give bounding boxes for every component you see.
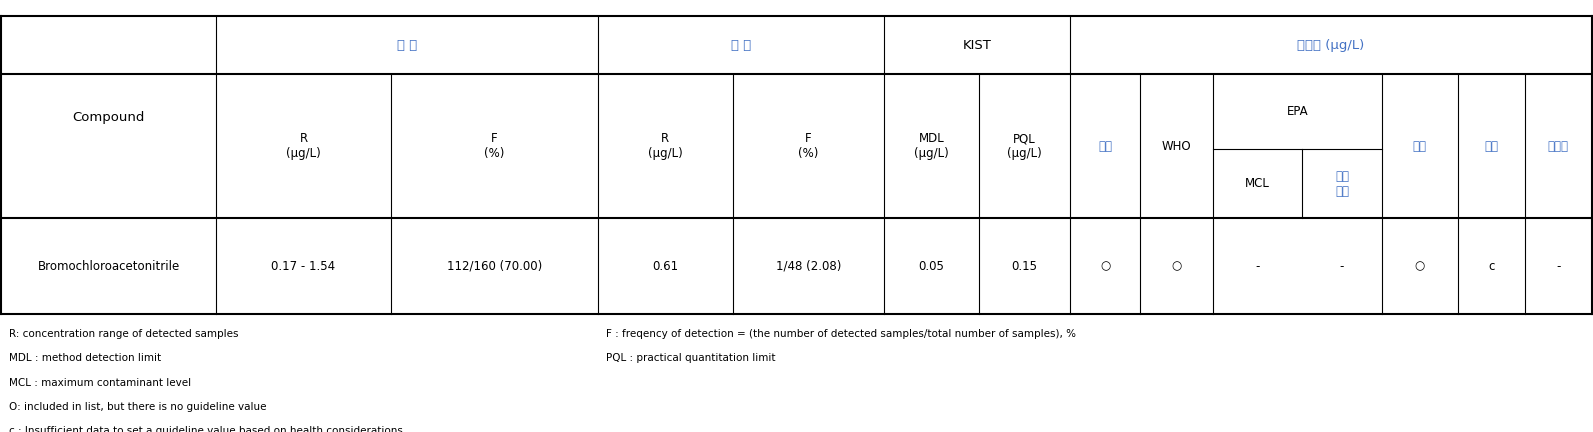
Text: MDL : method detection limit: MDL : method detection limit xyxy=(10,353,161,363)
Text: c: c xyxy=(1488,260,1494,273)
Text: -: - xyxy=(1255,260,1260,273)
Text: 112/160 (70.00): 112/160 (70.00) xyxy=(446,260,542,273)
Text: Compound: Compound xyxy=(73,111,145,124)
Text: 캐나다: 캐나다 xyxy=(1548,140,1569,153)
Text: F
(%): F (%) xyxy=(484,133,505,160)
Text: 원 수: 원 수 xyxy=(731,39,750,52)
Text: PQL
(μg/L): PQL (μg/L) xyxy=(1007,133,1042,160)
Text: 0.17 - 1.54: 0.17 - 1.54 xyxy=(271,260,336,273)
Text: 발암
그룹: 발암 그룹 xyxy=(1335,170,1349,198)
Text: 1/48 (2.08): 1/48 (2.08) xyxy=(776,260,841,273)
Text: -: - xyxy=(1556,260,1561,273)
Text: ○: ○ xyxy=(1415,260,1426,273)
Text: 0.15: 0.15 xyxy=(1012,260,1037,273)
Text: WHO: WHO xyxy=(1161,140,1192,153)
Text: ○: ○ xyxy=(1171,260,1182,273)
Text: EPA: EPA xyxy=(1287,105,1308,118)
Text: F : freqency of detection = (the number of detected samples/total number of samp: F : freqency of detection = (the number … xyxy=(605,329,1075,339)
Text: c : Insufficient data to set a guideline value based on health considerations.: c : Insufficient data to set a guideline… xyxy=(10,426,406,432)
Text: 0.05: 0.05 xyxy=(919,260,945,273)
Text: 일본: 일본 xyxy=(1413,140,1427,153)
Text: 기준값 (μg/L): 기준값 (μg/L) xyxy=(1297,39,1365,52)
Text: O: included in list, but there is no guideline value: O: included in list, but there is no gui… xyxy=(10,402,268,412)
Text: R: concentration range of detected samples: R: concentration range of detected sampl… xyxy=(10,329,239,339)
Text: MDL
(μg/L): MDL (μg/L) xyxy=(914,133,949,160)
Text: R
(μg/L): R (μg/L) xyxy=(287,133,320,160)
Text: MCL: MCL xyxy=(1246,178,1270,191)
Text: PQL : practical quantitation limit: PQL : practical quantitation limit xyxy=(605,353,776,363)
Text: MCL : maximum contaminant level: MCL : maximum contaminant level xyxy=(10,378,191,388)
Text: Bromochloroacetonitrile: Bromochloroacetonitrile xyxy=(38,260,180,273)
Text: R
(μg/L): R (μg/L) xyxy=(648,133,683,160)
Text: F
(%): F (%) xyxy=(798,133,819,160)
Text: KIST: KIST xyxy=(962,39,991,52)
Text: 호주: 호주 xyxy=(1485,140,1499,153)
Text: ○: ○ xyxy=(1099,260,1110,273)
Text: 정 수: 정 수 xyxy=(397,39,417,52)
Text: 한국: 한국 xyxy=(1098,140,1112,153)
Text: 0.61: 0.61 xyxy=(652,260,679,273)
Text: -: - xyxy=(1340,260,1344,273)
